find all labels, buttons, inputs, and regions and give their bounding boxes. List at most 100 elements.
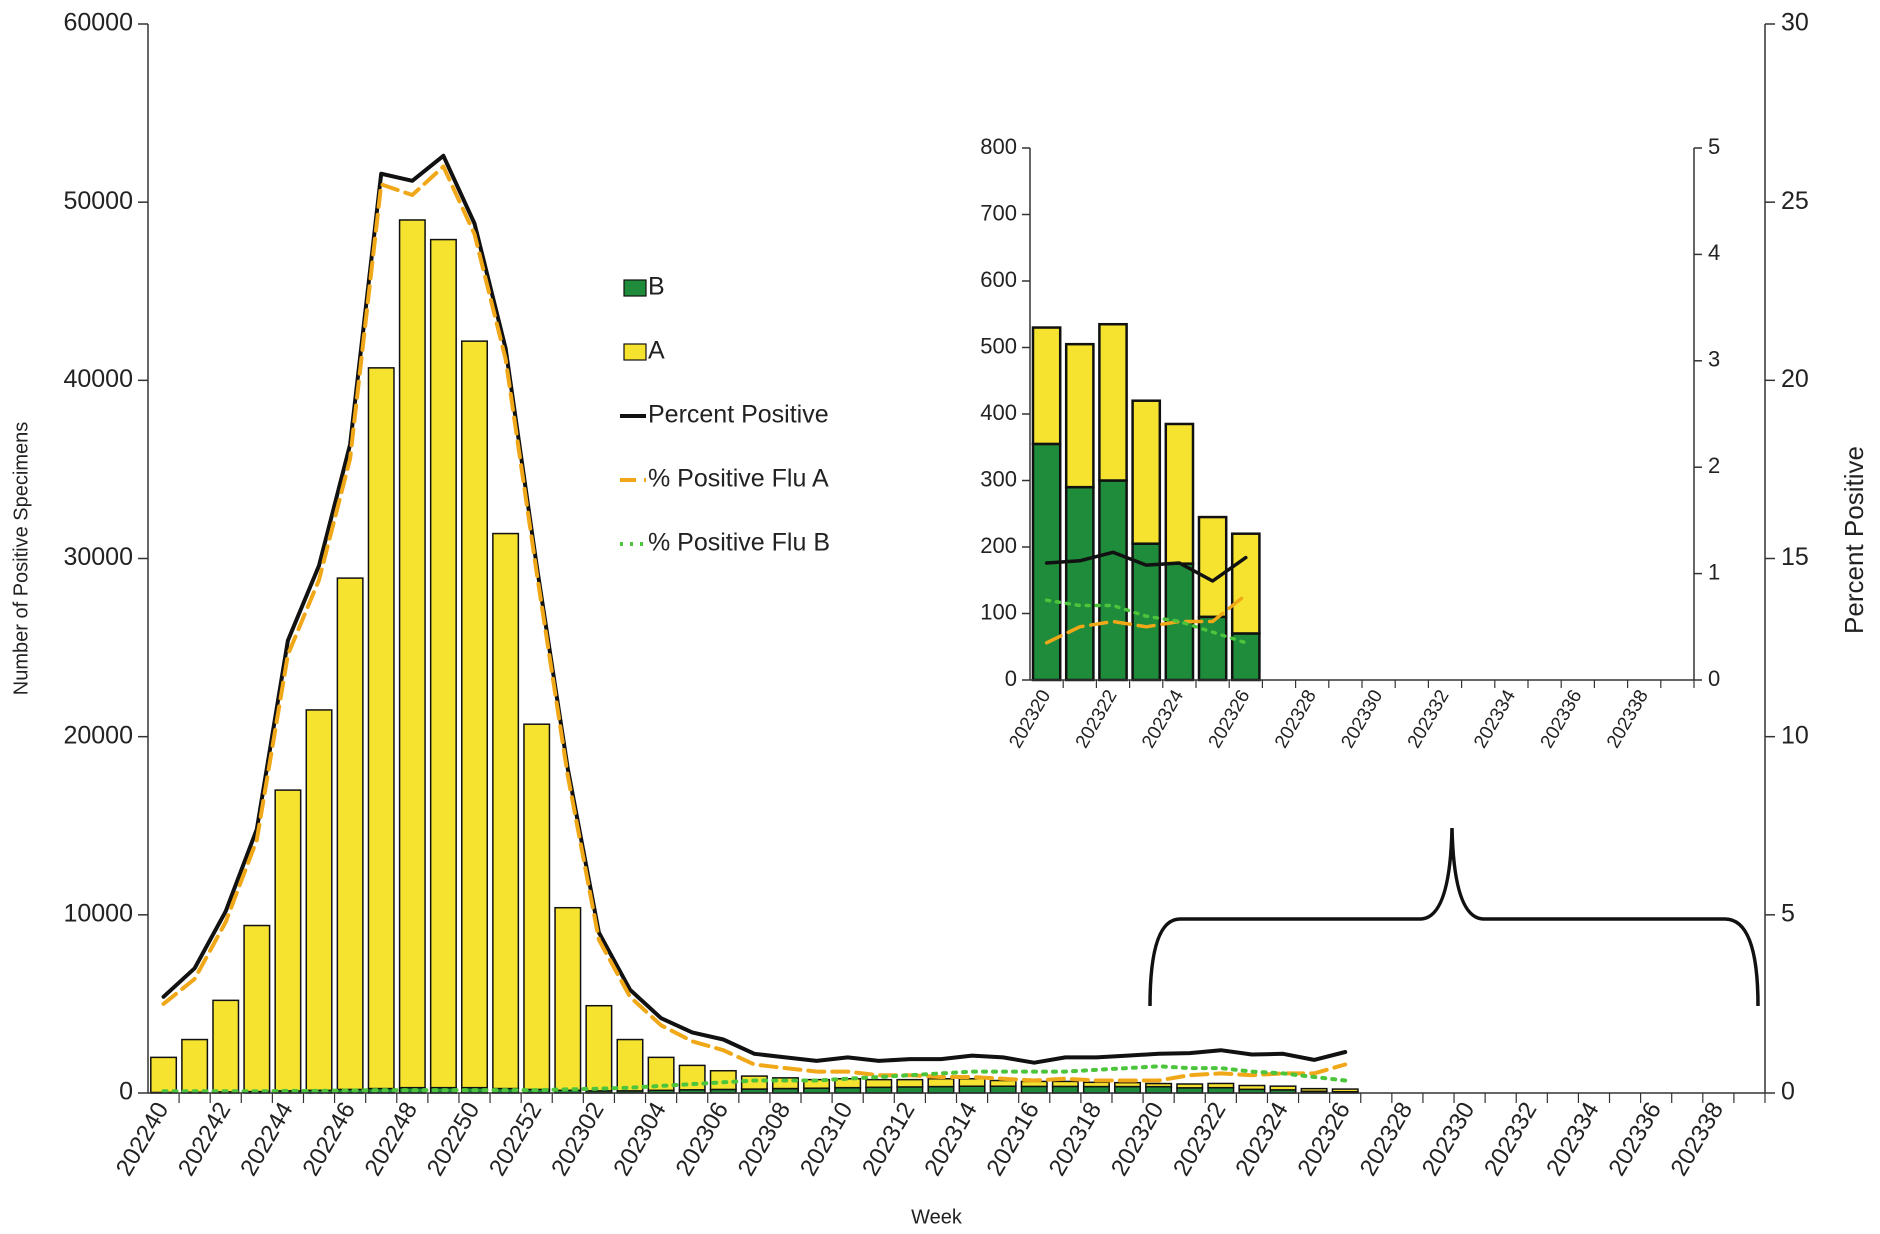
y2-tick-label: 20 bbox=[1781, 365, 1809, 393]
y-tick-label: 500 bbox=[980, 333, 1017, 358]
y2-tick-label: 5 bbox=[1708, 134, 1720, 159]
legend-label: Percent Positive bbox=[648, 401, 829, 429]
y-tick-label: 0 bbox=[1005, 666, 1017, 691]
y-tick-label: 100 bbox=[980, 599, 1017, 624]
bar-segment bbox=[989, 1085, 1017, 1094]
bar-segment bbox=[274, 789, 302, 1092]
x-tick-label: 202326 bbox=[1292, 1098, 1355, 1181]
bar-segment bbox=[585, 1004, 613, 1092]
x-tick-label: 202240 bbox=[111, 1098, 174, 1181]
line-series bbox=[161, 153, 1348, 1065]
x-tick-label: 202334 bbox=[1470, 686, 1520, 752]
x-tick-label: 202324 bbox=[1230, 1098, 1293, 1181]
legend-label: % Positive Flu B bbox=[648, 529, 830, 557]
bar-segment bbox=[927, 1077, 955, 1088]
y-tick-label: 10000 bbox=[63, 899, 133, 927]
bar-segment bbox=[1031, 326, 1062, 446]
bar-segment bbox=[429, 238, 457, 1089]
x-tick-label: 202246 bbox=[297, 1098, 360, 1181]
bar-segment bbox=[1098, 479, 1128, 682]
bar-segment bbox=[523, 723, 551, 1091]
x-tick-label: 202332 bbox=[1404, 687, 1454, 752]
y-tick-label: 200 bbox=[980, 533, 1017, 558]
x-tick-label: 202314 bbox=[919, 1098, 982, 1181]
bar-segment bbox=[1176, 1087, 1204, 1094]
line-series bbox=[1044, 550, 1248, 583]
y2-tick-label: 1 bbox=[1708, 559, 1720, 584]
brace bbox=[1148, 827, 1760, 1007]
x-tick-label: 202308 bbox=[733, 1098, 796, 1181]
line-series bbox=[161, 164, 1348, 1083]
legend-label: B bbox=[648, 273, 665, 301]
bar-segment bbox=[1064, 342, 1095, 489]
x-tick-label: 202328 bbox=[1271, 687, 1321, 752]
y-tick-label: 60000 bbox=[63, 9, 133, 37]
x-tick-label: 202252 bbox=[484, 1098, 547, 1181]
y2-tick-label: 4 bbox=[1708, 240, 1720, 265]
bar-segment bbox=[647, 1056, 675, 1092]
line-series bbox=[161, 1064, 1348, 1094]
x-tick-label: 202320 bbox=[1106, 1098, 1169, 1181]
y-tick-label: 600 bbox=[980, 267, 1017, 292]
x-tick-label: 202330 bbox=[1337, 687, 1387, 752]
y2-tick-label: 10 bbox=[1781, 721, 1809, 749]
bar-segment bbox=[865, 1078, 893, 1089]
bar-segment bbox=[398, 219, 426, 1089]
bar-segment bbox=[1051, 1080, 1079, 1088]
x-tick-label: 202322 bbox=[1072, 687, 1122, 752]
bar-segment bbox=[1300, 1087, 1328, 1093]
bar-segment bbox=[1114, 1085, 1142, 1094]
y-tick-label: 40000 bbox=[63, 365, 133, 393]
y-tick-label: 300 bbox=[980, 466, 1017, 491]
legend-swatch bbox=[623, 343, 647, 361]
y-axis-title: Number of Positive Specimens bbox=[10, 422, 32, 695]
bar-segment bbox=[1207, 1086, 1235, 1094]
y2-axis-title: Percent Positive bbox=[1839, 446, 1869, 634]
y-tick-label: 700 bbox=[980, 200, 1017, 225]
bar-segment bbox=[1207, 1082, 1235, 1089]
x-tick-label: 202302 bbox=[546, 1098, 609, 1181]
x-tick-label: 202336 bbox=[1537, 687, 1587, 752]
bar-segment bbox=[958, 1085, 986, 1094]
bar-segment bbox=[1230, 532, 1261, 635]
bar-segment bbox=[1114, 1081, 1142, 1088]
bar-segment bbox=[1020, 1085, 1048, 1094]
y-tick-label: 30000 bbox=[63, 543, 133, 571]
x-tick-label: 202332 bbox=[1479, 1098, 1542, 1181]
y2-tick-label: 15 bbox=[1781, 543, 1809, 571]
bar-segment bbox=[616, 1038, 644, 1092]
x-tick-label: 202312 bbox=[857, 1098, 920, 1181]
bar-segment bbox=[181, 1038, 209, 1094]
x-tick-label: 202326 bbox=[1205, 687, 1255, 752]
bar-segment bbox=[1082, 1085, 1110, 1094]
x-axis-title: Week bbox=[911, 1206, 963, 1228]
x-tick-label: 202310 bbox=[795, 1098, 858, 1181]
bar-segment bbox=[212, 999, 240, 1093]
x-tick-label: 202318 bbox=[1044, 1098, 1107, 1181]
bar-segment bbox=[1197, 515, 1228, 619]
legend-label: % Positive Flu A bbox=[648, 465, 829, 493]
bar-segment bbox=[771, 1077, 799, 1090]
y2-tick-label: 5 bbox=[1781, 899, 1795, 927]
x-tick-label: 202306 bbox=[671, 1098, 734, 1181]
bar-segment bbox=[243, 924, 271, 1093]
x-tick-label: 202316 bbox=[982, 1098, 1045, 1181]
y-tick-label: 20000 bbox=[63, 721, 133, 749]
bar-segment bbox=[958, 1077, 986, 1087]
y2-tick-label: 0 bbox=[1781, 1078, 1795, 1106]
bar-segment bbox=[1131, 399, 1162, 545]
y2-tick-label: 25 bbox=[1781, 187, 1809, 215]
bar-segment bbox=[1176, 1083, 1204, 1089]
y2-tick-label: 0 bbox=[1708, 666, 1720, 691]
x-tick-label: 202242 bbox=[173, 1098, 236, 1181]
bar-segment bbox=[1331, 1088, 1359, 1093]
y2-tick-label: 3 bbox=[1708, 347, 1720, 372]
bar-segment bbox=[740, 1075, 768, 1090]
line-series bbox=[1044, 593, 1248, 645]
bar-segment bbox=[492, 532, 520, 1090]
x-tick-label: 202338 bbox=[1666, 1098, 1729, 1181]
x-tick-label: 202320 bbox=[1005, 687, 1055, 752]
x-tick-label: 202304 bbox=[608, 1098, 671, 1181]
x-tick-label: 202328 bbox=[1355, 1098, 1418, 1181]
